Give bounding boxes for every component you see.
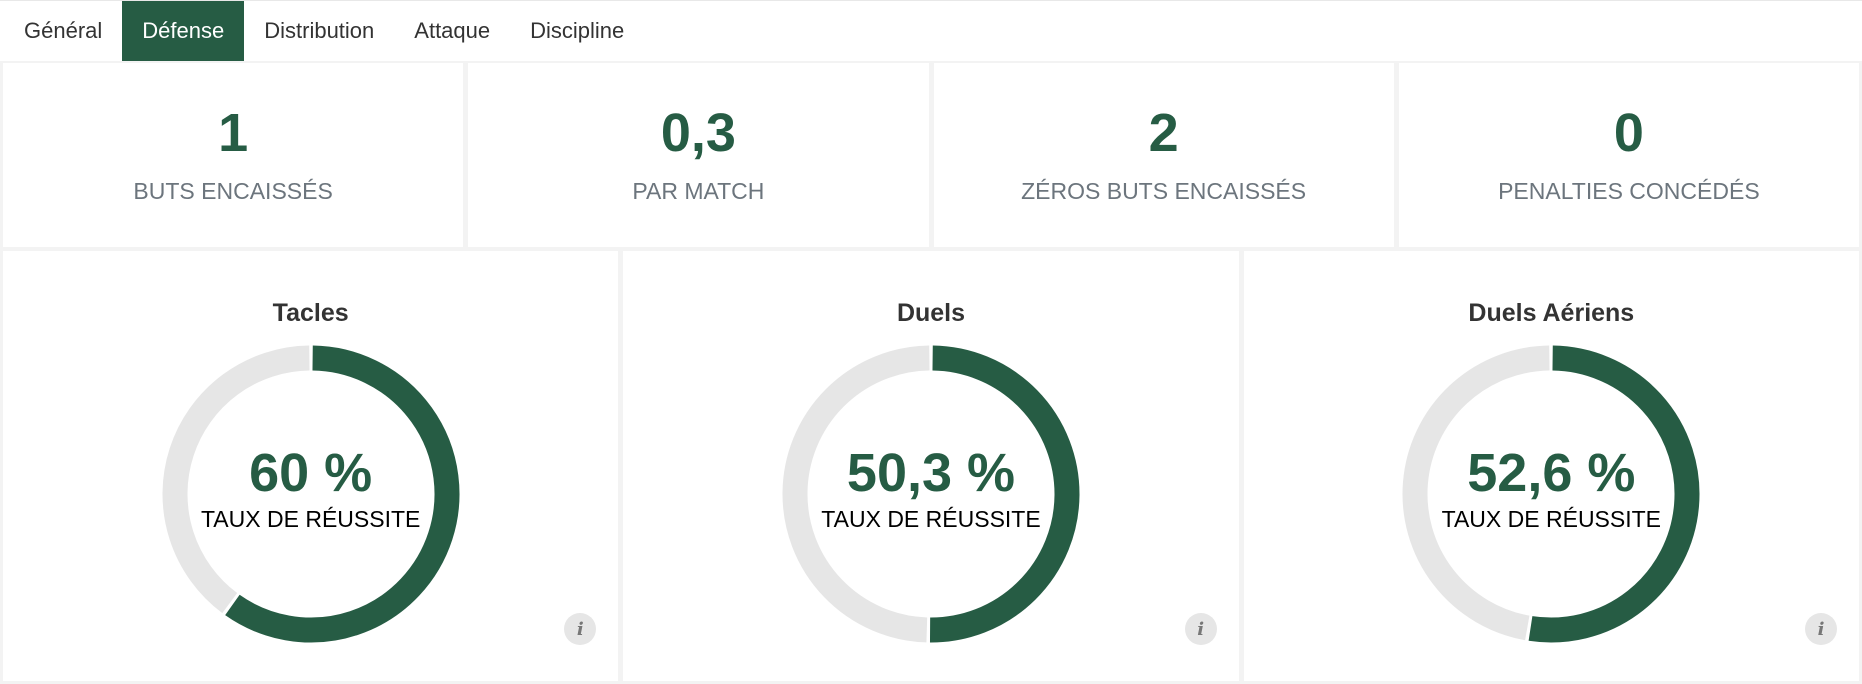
stat-value: 0: [1613, 102, 1644, 163]
donut-remaining-segment: [782, 345, 930, 643]
donut-title: Duels Aériens: [1468, 299, 1635, 327]
donut-chart: [1402, 345, 1700, 643]
stat-value: 1: [218, 102, 249, 163]
tab-general[interactable]: Général: [24, 18, 103, 43]
donut-title: Tacles: [272, 299, 349, 327]
donut-card-duels: Duels 50,3 % TAUX DE RÉUSSITE i: [623, 251, 1239, 681]
stat-card-penalties: 0 PENALTIES CONCÉDÉS: [1398, 63, 1859, 247]
donut-sublabel: TAUX DE RÉUSSITE: [821, 506, 1041, 532]
info-icon[interactable]: i: [1804, 613, 1837, 645]
tab-attaque[interactable]: Attaque: [414, 18, 491, 43]
tab-bar: Général Défense Distribution Attaque Dis…: [0, 0, 1862, 61]
donut-percent: 60 %: [249, 443, 373, 503]
stat-value: 0,3: [660, 102, 736, 163]
donut-chart: [162, 345, 460, 643]
donut-card-duels-aeriens: Duels Aériens 52,6 % TAUX DE RÉUSSITE i: [1243, 251, 1859, 681]
donut-sublabel: TAUX DE RÉUSSITE: [200, 506, 421, 532]
stat-card-goals-conceded: 1 BUTS ENCAISSÉS: [3, 63, 464, 247]
donut-percent: 52,6 %: [1467, 443, 1636, 503]
tab-defense[interactable]: Défense: [122, 1, 245, 61]
stat-label: PAR MATCH: [632, 177, 765, 204]
donut-success-segment: [929, 345, 1080, 643]
info-icon[interactable]: i: [1184, 613, 1217, 645]
donut-percent: 50,3 %: [846, 443, 1016, 503]
donut-card-tacles: Tacles 60 % TAUX DE RÉUSSITE i: [3, 251, 619, 681]
stats-row: 1 BUTS ENCAISSÉS 0,3 PAR MATCH 2 ZÉROS BUTS…: [0, 61, 1862, 247]
donut-title: Duels: [896, 299, 966, 327]
donut-remaining-segment: [162, 345, 310, 614]
stat-label: ZÉROS BUTS ENCAISSÉS: [1021, 177, 1307, 204]
donut-remaining-segment: [1402, 345, 1550, 641]
stat-label: PENALTIES CONCÉDÉS: [1498, 177, 1760, 204]
donuts-row: Tacles 60 % TAUX DE RÉUSSITE i Duels 50,3…: [0, 247, 1862, 681]
donut-success-segment: [224, 345, 460, 643]
stat-label: BUTS ENCAISSÉS: [133, 177, 333, 204]
donut-success-segment: [1528, 345, 1700, 643]
stat-value: 2: [1148, 102, 1179, 163]
stat-card-clean-sheets: 2 ZÉROS BUTS ENCAISSÉS: [933, 63, 1394, 247]
tab-discipline[interactable]: Discipline: [530, 18, 625, 43]
info-icon[interactable]: i: [564, 613, 597, 645]
stat-card-per-match: 0,3 PAR MATCH: [468, 63, 929, 247]
donut-sublabel: TAUX DE RÉUSSITE: [1441, 506, 1662, 532]
donut-chart: [782, 345, 1080, 643]
tab-distribution[interactable]: Distribution: [264, 18, 375, 43]
